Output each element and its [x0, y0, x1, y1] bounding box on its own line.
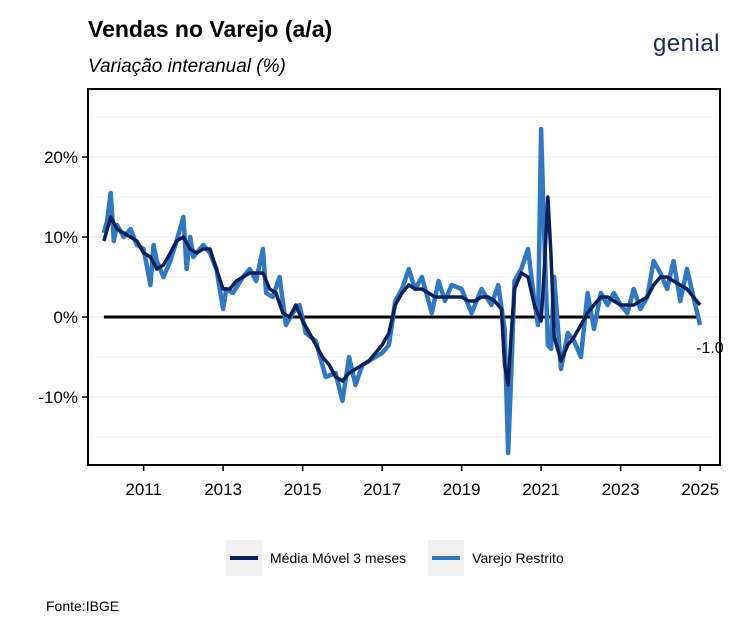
x-tick-label: 2015: [284, 480, 322, 499]
y-tick-label: 20%: [44, 148, 78, 167]
chart-subtitle: Variação interanual (%): [88, 56, 286, 77]
brand-logo: genial: [652, 30, 720, 57]
x-tick-label: 2025: [681, 480, 719, 499]
series-line-varejo-restrito: [101, 126, 703, 456]
legend-key-retail: [428, 540, 465, 576]
x-tick-label: 2011: [125, 480, 162, 499]
series-line-media-movel: [102, 195, 702, 387]
y-tick-label: 10%: [44, 228, 78, 247]
x-tick-label: 2017: [363, 480, 401, 499]
legend-label-retail: Varejo Restrito: [472, 550, 564, 566]
x-tick-label: 2019: [443, 480, 481, 499]
chart-title: Vendas no Varejo (a/a): [88, 16, 333, 42]
chart-legend: Média Móvel 3 meses Varejo Restrito: [226, 540, 578, 576]
x-tick-label: 2021: [522, 480, 560, 499]
last-value-label: -1.0: [696, 340, 724, 357]
legend-item-moving-average: Média Móvel 3 meses: [226, 540, 420, 576]
plot-frame: [87, 88, 721, 466]
legend-label-moving-average: Média Móvel 3 meses: [270, 550, 407, 566]
y-tick-label: 0%: [53, 308, 78, 327]
x-tick-label: 2013: [204, 480, 242, 499]
line-chart: -10% 0% 10% 20% 2011 2013 2015 2017 2019 2021 2023…: [38, 88, 724, 499]
legend-item-retail: Varejo Restrito: [428, 540, 578, 576]
x-tick-label: 2023: [602, 480, 640, 499]
y-tick-label: -10%: [38, 388, 78, 407]
legend-key-moving-average: [226, 540, 262, 576]
source-note: Fonte:IBGE: [46, 598, 120, 614]
